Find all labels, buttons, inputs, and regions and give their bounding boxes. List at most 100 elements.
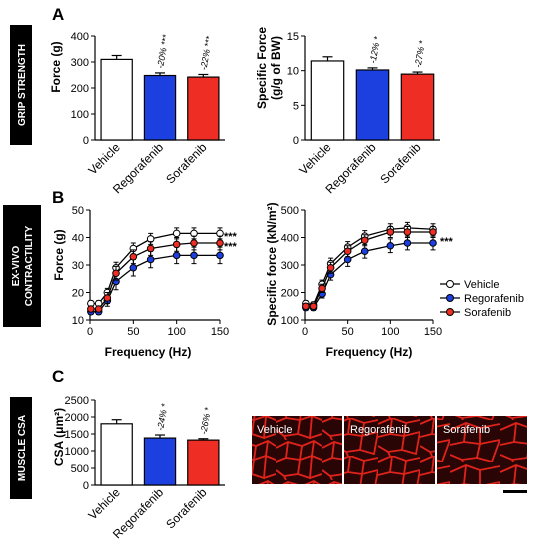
exvivo-specific-point-regorafenib [429,239,437,247]
muscle-csa-bar-sorafenib [187,439,220,486]
muscle-csa-ytick-label: 2000 [65,412,89,424]
exvivo-force-sig-2: *** [224,241,238,253]
exvivo-force-point-sorafenib [103,294,112,302]
exvivo-specific-point-regorafenib [360,247,369,256]
muscle-csa-ytick-label: 1500 [65,429,89,441]
exvivo-force-ytick-label: 50 [72,205,84,217]
grip-force-annotation: -22% *** [198,35,214,71]
micrograph-panel: Vehicle Regorafenib Sorafenib [252,416,527,493]
grip-force-bar-vehicle [100,58,133,141]
muscle-csa-ytick-label: 0 [83,480,89,492]
exvivo-force-ylabel: Force (g) [52,229,66,280]
exvivo-force-xtick-label: 100 [167,326,185,338]
exvivo-specific-ytick-label: 200 [281,288,299,300]
exvivo-force-point-sorafenib [146,244,155,253]
muscle-csa-ytick-label: 2500 [65,395,89,407]
legend-label-regorafenib: Regorafenib [464,293,524,305]
grip-specific-ytick-label: 5 [293,100,299,112]
muscle-csa-annotation: -24% * [155,403,170,432]
muscle-csa-chart: 05001000150020002500VehicleRegorafenib-2… [65,395,225,541]
grip-force-annotation: -20% *** [155,34,171,70]
exvivo-specific-ytick-label: 500 [281,205,299,217]
grip-specific-ytick-label: 10 [287,66,299,78]
exvivo-force-chart: 10 20 30 40 50 0 50 100 150 [72,205,229,338]
side-label-exvivo: EX-VIVO CONTRACTILITY [3,205,41,327]
exvivo-force-point-vehicle [172,229,181,238]
grip-force-ytick-label: 400 [71,31,89,43]
exvivo-specific-point-sorafenib [386,228,395,236]
scale-bar [503,490,527,493]
exvivo-specific-ytick-label: 300 [281,260,299,272]
exvivo-specific-chart: 100 200 300 400 500 0 50 100 150 [281,205,443,338]
panel-b-letter: B [52,188,64,207]
muscle-csa-bar-vehicle [100,423,133,486]
exvivo-specific-point-sorafenib [302,302,310,311]
legend-item-vehicle: Vehicle [440,279,499,291]
exvivo-force-xtick-label: 0 [87,326,93,338]
exvivo-legend: Vehicle Regorafenib Sorafenib [440,279,524,319]
exvivo-specific-point-sorafenib [343,247,352,256]
grip-specific-ytick-label: 0 [293,135,299,147]
legend-label-vehicle: Vehicle [464,279,499,291]
side-label-csa-text: MUSCLE CSA [17,415,28,481]
grip-force-ytick-label: 300 [71,57,89,69]
muscle-csa-ytick-label: 500 [71,463,89,475]
muscle-csa-annotation: -26% * [198,406,213,435]
grip-force-bar-sorafenib [187,76,220,141]
exvivo-force-xtick-label: 150 [211,326,229,338]
exvivo-force-point-regorafenib [172,251,181,260]
exvivo-specific-xlabel: Frequency (Hz) [326,345,413,359]
exvivo-force-point-sorafenib [94,305,103,313]
grip-specific-ytick-label: 15 [287,31,299,43]
muscle-csa-bar-regorafenib [143,437,177,486]
grip-specific-annotation: -27% * [413,40,428,69]
muscle-csa-xtick-label: Vehicle [86,485,123,522]
grip-specific-bar-sorafenib [400,73,435,141]
grip-specific-ylabel-line1: Specific Force [255,27,269,109]
grip-specific-ylabel-line2: (g/g of BW) [269,36,283,100]
exvivo-force-point-regorafenib [216,251,224,260]
exvivo-specific-xtick-label: 150 [424,326,442,338]
micrograph-label-sorafenib: Sorafenib [443,424,490,436]
exvivo-force-point-sorafenib [112,269,120,278]
exvivo-specific-point-sorafenib [360,236,369,245]
side-label-grip-strength: GRIP STRENGTH [10,25,32,145]
exvivo-force-sig-1: *** [224,231,238,243]
exvivo-force-point-sorafenib [216,239,224,247]
grip-force-ytick-label: 200 [71,83,89,95]
grip-specific-bar-vehicle [310,60,345,141]
exvivo-force-point-sorafenib [129,252,138,261]
grip-specific-bar-regorafenib [355,69,390,141]
grip-force-bar-regorafenib [143,74,177,141]
side-label-muscle-csa: MUSCLE CSA [10,397,32,499]
exvivo-specific-ytick-label: 100 [281,315,299,327]
csa-ylabel: CSA (μm²) [52,408,66,466]
exvivo-specific-point-regorafenib [403,239,412,247]
grip-specific-xtick-label: Sorafenib [377,140,423,186]
panel-a-letter: A [52,5,64,24]
micrograph-label-vehicle: Vehicle [257,424,292,436]
side-label-grip-text: GRIP STRENGTH [17,44,28,126]
exvivo-force-point-regorafenib [190,251,198,260]
micrograph-regorafenib [344,416,435,484]
muscle-csa-xtick-label: Sorafenib [163,485,209,531]
grip-force-ytick-label: 0 [83,135,89,147]
micrograph-sorafenib [437,416,527,484]
exvivo-specific-xtick-label: 100 [381,326,399,338]
side-label-exvivo-line1: EX-VIVO [11,246,22,287]
exvivo-specific-ytick-label: 400 [281,233,299,245]
exvivo-force-ytick-label: 20 [72,288,84,300]
exvivo-force-xlabel: Frequency (Hz) [105,345,192,359]
exvivo-force-point-sorafenib [190,239,198,247]
grip-force-ylabel: Force (g) [49,41,63,92]
exvivo-specific-point-regorafenib [386,241,395,250]
exvivo-specific-point-sorafenib [429,228,437,236]
exvivo-specific-point-sorafenib [403,228,412,236]
legend-label-sorafenib: Sorafenib [464,307,511,319]
exvivo-force-point-sorafenib [87,305,95,313]
exvivo-force-ytick-label: 10 [72,315,84,327]
exvivo-force-ytick-label: 40 [72,233,84,245]
exvivo-force-xtick-label: 50 [127,326,139,338]
